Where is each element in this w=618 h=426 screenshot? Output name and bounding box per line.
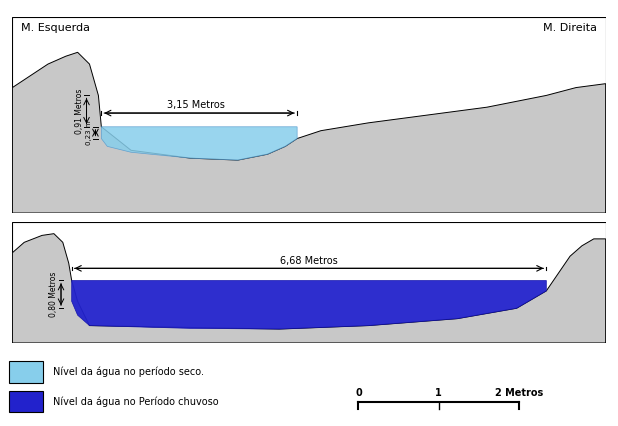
Text: 0,23 m: 0,23 m [87,120,93,145]
Text: 0,91 Metros: 0,91 Metros [75,89,83,134]
Polygon shape [12,233,606,343]
FancyBboxPatch shape [9,391,43,412]
Text: 2 Metros: 2 Metros [495,389,543,398]
Polygon shape [101,127,297,160]
Text: M. Direita: M. Direita [543,23,597,33]
Text: M. Esquerda: M. Esquerda [21,23,90,33]
Polygon shape [72,280,546,329]
Text: 3,15 Metros: 3,15 Metros [167,100,225,110]
Text: Nível da água no Período chuvoso: Nível da água no Período chuvoso [53,396,218,407]
Text: 0,80 Metros: 0,80 Metros [49,272,58,317]
Text: Nível da água no período seco.: Nível da água no período seco. [53,367,203,377]
Text: 0: 0 [355,389,362,398]
Text: 1: 1 [436,389,442,398]
FancyBboxPatch shape [9,361,43,383]
FancyBboxPatch shape [12,17,606,213]
Text: 6,68 Metros: 6,68 Metros [280,256,338,265]
Polygon shape [12,52,606,213]
FancyBboxPatch shape [12,222,606,343]
